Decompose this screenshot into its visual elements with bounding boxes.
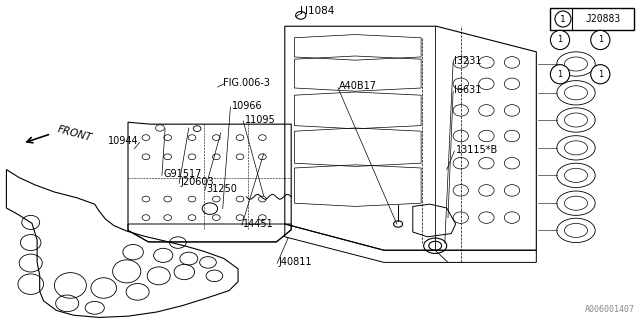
Text: FRONT: FRONT [56, 124, 93, 143]
Text: G91517: G91517 [163, 169, 202, 180]
Text: FIG.006-3: FIG.006-3 [223, 77, 269, 88]
Circle shape [550, 65, 570, 84]
Text: 1: 1 [598, 70, 603, 79]
Text: 1: 1 [557, 36, 563, 44]
Text: I3231: I3231 [454, 56, 482, 67]
Text: 1: 1 [598, 36, 603, 44]
Text: J40811: J40811 [278, 257, 312, 268]
Text: A006001407: A006001407 [585, 305, 635, 314]
Circle shape [591, 30, 610, 50]
Text: J20883: J20883 [586, 14, 621, 24]
Text: I6631: I6631 [454, 85, 482, 95]
Circle shape [591, 65, 610, 84]
Text: 14451: 14451 [243, 219, 274, 229]
Text: 10944: 10944 [108, 136, 138, 147]
Text: 11095: 11095 [245, 115, 276, 125]
Text: J20603: J20603 [180, 177, 214, 188]
Text: 1: 1 [557, 70, 563, 79]
Text: I1084: I1084 [305, 6, 334, 16]
Text: A40B17: A40B17 [339, 81, 377, 91]
Text: 13115*B: 13115*B [456, 145, 498, 155]
Text: 31250: 31250 [206, 184, 237, 195]
Circle shape [555, 11, 571, 27]
Text: 10966: 10966 [232, 100, 262, 111]
Text: 1: 1 [560, 14, 566, 23]
Circle shape [550, 30, 570, 50]
Bar [550, 8, 634, 30]
